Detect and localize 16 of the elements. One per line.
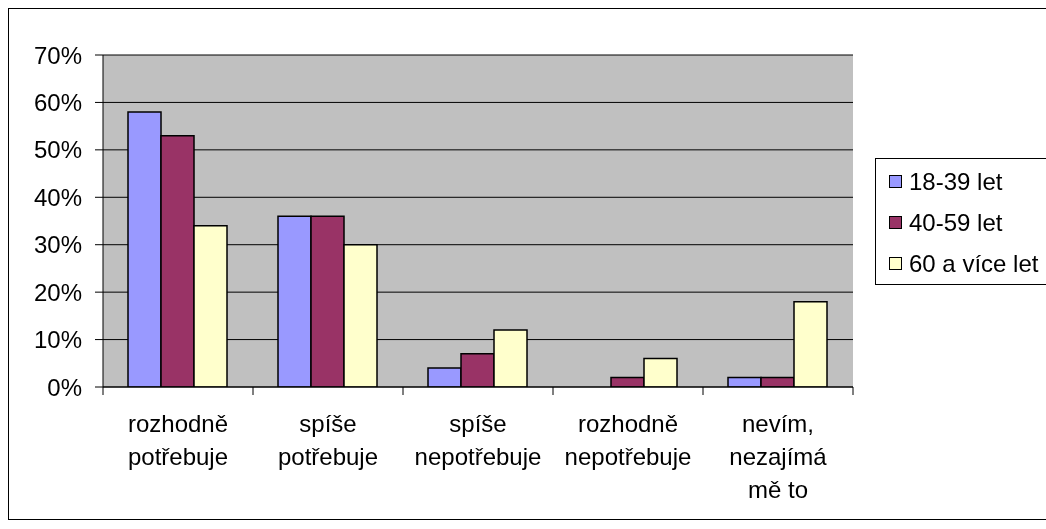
legend-label: 18-39 let (909, 167, 1003, 196)
y-tick-label: 0% (47, 373, 82, 401)
y-tick-label: 70% (33, 41, 82, 69)
y-tick-label: 30% (33, 231, 82, 259)
x-tick-label: rozhodně nepotřebuje (564, 410, 692, 471)
x-tick-label: spíše nepotřebuje (414, 410, 542, 471)
x-tick-label: rozhodně potřebuje (127, 410, 229, 471)
y-tick-label: 10% (33, 326, 82, 354)
x-tick-label: nevím, nezajímá mě to (729, 410, 828, 504)
x-tick-label: spíše potřebuje (277, 410, 379, 471)
y-tick-label: 50% (33, 136, 82, 164)
y-tick-label: 20% (33, 278, 82, 306)
legend-label: 40-59 let (909, 208, 1003, 237)
legend-label: 60 a více let (909, 249, 1039, 278)
y-tick-label: 60% (33, 88, 82, 116)
y-tick-label: 40% (33, 183, 82, 211)
